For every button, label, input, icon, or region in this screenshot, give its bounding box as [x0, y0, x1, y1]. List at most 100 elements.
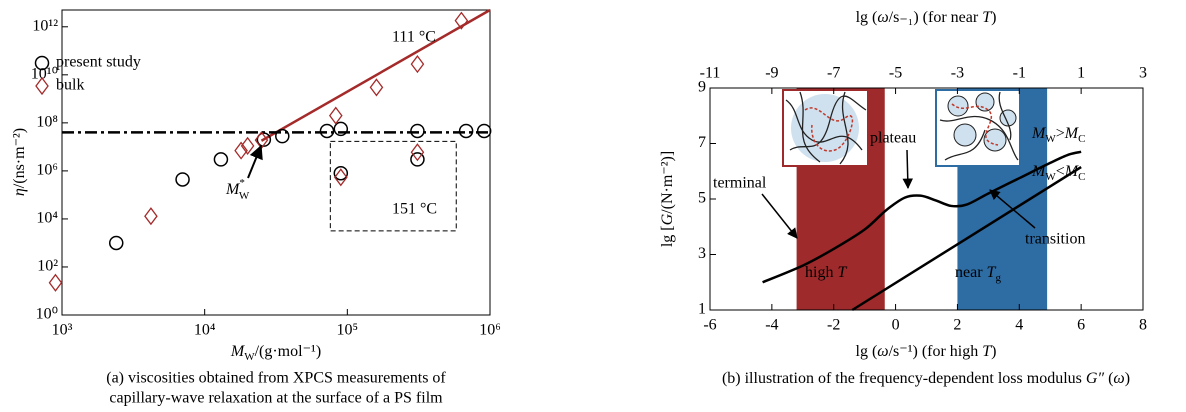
x2-axis-label: lg (ω/s₋₁) (for near T)	[856, 9, 997, 26]
arrow	[989, 189, 1036, 229]
text-part: )	[991, 9, 996, 26]
marker	[108, 235, 124, 251]
text-part: M	[1064, 125, 1080, 142]
annotation: transition	[1025, 231, 1085, 248]
plot-frame	[61, 9, 491, 316]
text-part: g	[995, 272, 1001, 284]
marker	[319, 123, 335, 139]
text-part: ω	[877, 9, 888, 26]
y-tick-label: 10⁶	[36, 162, 58, 179]
text-part: >	[1056, 125, 1065, 142]
arrow	[761, 193, 798, 239]
annotation: 151 °C	[392, 201, 437, 218]
y-tick-label: 10⁰	[36, 306, 58, 323]
x2-tick-label: -11	[700, 65, 721, 82]
marker	[476, 123, 492, 139]
text-part: M	[225, 181, 241, 198]
x2-tick-label: 3	[1139, 65, 1147, 82]
text-part: T	[837, 264, 847, 281]
x-axis-label: lg (ω/s⁻¹) (for high T)	[856, 343, 997, 360]
text-part: W	[239, 190, 250, 202]
text-part: lg [	[659, 225, 676, 247]
caption: (b) illustration of the frequency-depend…	[722, 370, 1130, 387]
legend-label: present study	[56, 54, 141, 71]
marker	[48, 273, 63, 292]
region-label: high T	[805, 264, 847, 281]
y-tick-label: 10¹²	[32, 17, 58, 34]
marker	[234, 141, 248, 160]
x2-tick-label: 1	[1077, 65, 1085, 82]
y-tick-label: 10⁸	[36, 114, 58, 131]
marker	[410, 152, 425, 167]
x2-tick-label: -9	[765, 65, 778, 82]
legend-marker	[34, 55, 50, 71]
marker	[328, 106, 343, 125]
y-tick-label: 1	[698, 301, 706, 318]
inset-high	[782, 89, 869, 167]
text-part: (b) illustration of the frequency-depend…	[722, 370, 1086, 387]
text-part: ω	[877, 343, 888, 360]
text-part: (	[1104, 370, 1113, 387]
marker	[333, 168, 348, 187]
y-axis-label: η/(ns·m⁻²)	[11, 128, 28, 196]
text-part: near	[955, 264, 987, 281]
caption: capillary-wave relaxation at the surface…	[109, 390, 443, 407]
x2-tick-label: -7	[827, 65, 840, 82]
y-axis-label: lg [G/(N·m⁻²)]	[659, 151, 676, 247]
legend-label: bulk	[56, 77, 84, 94]
annotation: terminal	[713, 175, 767, 192]
arrow	[247, 144, 263, 179]
text-part: M	[1064, 163, 1080, 180]
x-tick-label: 2	[953, 317, 961, 334]
x-tick-label: -6	[703, 317, 716, 334]
text-part: *	[239, 177, 245, 189]
x2-tick-label: -5	[889, 65, 902, 82]
y-tick-label: 9	[698, 79, 706, 96]
x-tick-label: 8	[1139, 317, 1147, 334]
text-part: T	[982, 343, 992, 360]
text-part: W	[244, 351, 255, 363]
x-tick-label: 10⁵	[337, 322, 359, 339]
text-part: M	[1031, 163, 1047, 180]
marker	[256, 132, 272, 147]
text-part: G″	[1086, 370, 1105, 387]
x-tick-label: -2	[827, 317, 840, 334]
text-part: lg (	[856, 343, 878, 360]
caption: (a) viscosities obtained from XPCS measu…	[106, 370, 446, 387]
curve-label: MW>MC	[1031, 125, 1085, 145]
y-tick-label: 7	[698, 134, 706, 151]
text-part: T	[982, 9, 992, 26]
text-part: C	[1078, 171, 1085, 183]
x-tick-label: 4	[1015, 317, 1023, 334]
annotation: M* W	[225, 177, 250, 202]
dashed-box	[329, 140, 457, 232]
text-part: lg (	[856, 9, 878, 26]
text-part: M	[1031, 125, 1047, 142]
y-tick-label: 10²	[37, 258, 58, 275]
marker	[369, 78, 384, 97]
y-tick-label: 10¹⁰	[31, 65, 58, 82]
x-tick-label: -4	[765, 317, 778, 334]
y-tick-label: 3	[698, 245, 706, 262]
text-part: /s₋₁) (for near	[889, 9, 983, 26]
text-part: )	[1125, 370, 1130, 387]
text-part: W	[1045, 171, 1056, 183]
marker	[213, 152, 229, 167]
text-part: high	[805, 264, 837, 281]
text-part: /(g·mol⁻¹)	[255, 343, 322, 360]
x-axis-label: MW/(g·mol⁻¹)	[230, 343, 321, 363]
x-tick-label: 10⁶	[479, 322, 501, 339]
text-part: W	[1045, 133, 1056, 145]
marker	[333, 165, 349, 181]
text-part: /(N·m⁻²)]	[659, 151, 676, 214]
text-part: η	[11, 188, 28, 196]
arrow	[902, 149, 913, 190]
x-tick-label: 6	[1077, 317, 1085, 334]
marker	[410, 55, 425, 74]
annotation: 111 °C	[392, 29, 436, 46]
marker	[458, 123, 474, 139]
x-tick-label: 10³	[52, 322, 73, 339]
